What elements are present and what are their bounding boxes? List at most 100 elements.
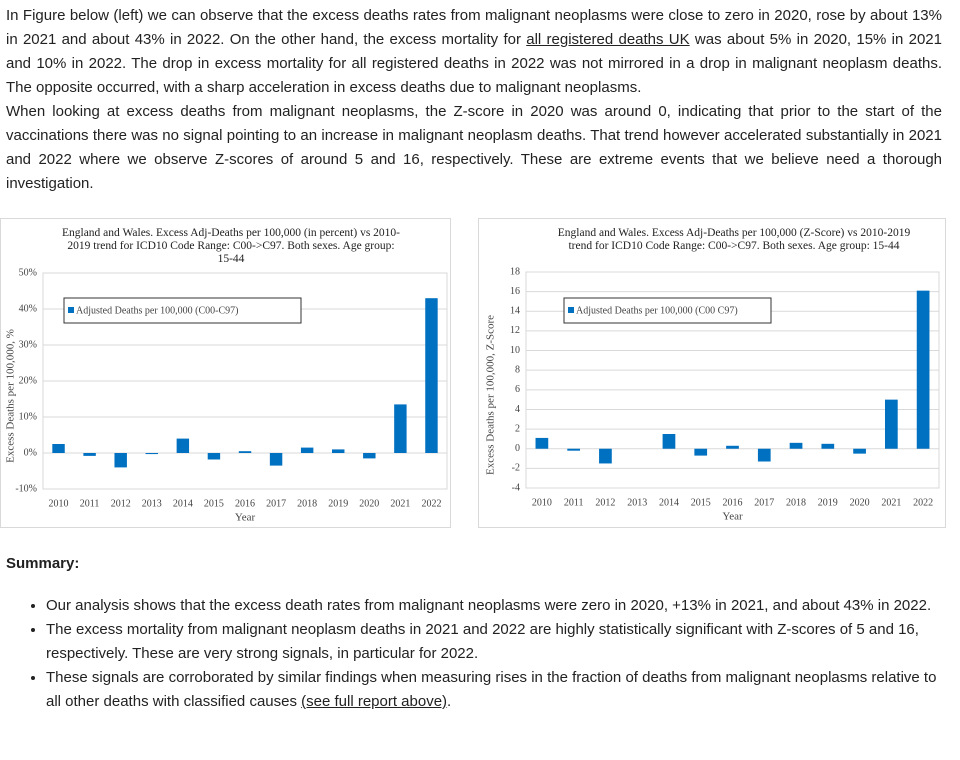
- legend-label: Adjusted Deaths per 100,000 (C00-C97): [76, 305, 238, 316]
- link[interactable]: (see full report above): [301, 693, 448, 710]
- bar: [269, 453, 283, 466]
- x-tick-label: 2021: [881, 497, 901, 508]
- y-tick-label: 50%: [19, 267, 37, 278]
- x-axis-label: Year: [722, 511, 743, 523]
- x-tick-label: 2020: [359, 498, 379, 509]
- bar: [662, 434, 676, 449]
- y-tick-label: 30%: [19, 339, 37, 350]
- y-tick-label: 20%: [19, 375, 37, 386]
- y-tick-label: 40%: [19, 303, 37, 314]
- x-tick-label: 2022: [421, 498, 441, 509]
- x-tick-label: 2013: [627, 497, 647, 508]
- bullet: The excess mortality from malignant neop…: [46, 618, 942, 666]
- bar: [207, 453, 221, 460]
- y-tick-label: -10%: [15, 483, 37, 494]
- legend-label: Adjusted Deaths per 100,000 (C00 C97): [576, 305, 738, 316]
- text: was about 5% in 2020, 15% in 2021 and 10…: [6, 31, 942, 96]
- x-tick-label: 2014: [173, 498, 193, 509]
- link[interactable]: all registered deaths UK: [526, 31, 690, 48]
- plot: -10% 0% 10% 20% 30% 40% 50% 2010 2011 2012 2013 201…: [5, 267, 448, 524]
- x-tick-label: 2012: [595, 497, 615, 508]
- y-tick-label: 14: [510, 306, 520, 317]
- x-tick-label: 2018: [786, 497, 806, 508]
- y-tick-label: 18: [510, 266, 520, 277]
- text: Our analysis shows that the excess death…: [46, 597, 932, 614]
- bar: [300, 447, 314, 453]
- bar: [332, 449, 345, 453]
- x-tick-label: 2012: [111, 498, 131, 509]
- y-tick-label: 10%: [19, 411, 37, 422]
- bar: [884, 399, 898, 449]
- bar: [726, 445, 739, 449]
- bar: [363, 453, 376, 459]
- chart-title: England and Wales. Excess Adj-Deaths per…: [557, 227, 911, 252]
- bullet: These signals are corroborated by simila…: [46, 666, 942, 714]
- text: .: [447, 693, 452, 710]
- x-tick-label: 2016: [235, 498, 255, 509]
- bar: [394, 404, 407, 453]
- bar: [83, 453, 96, 456]
- text: When looking at excess deaths from malig…: [6, 103, 942, 192]
- x-tick-label: 2015: [204, 498, 224, 509]
- y-tick-label: 2: [515, 423, 520, 434]
- bar: [757, 448, 771, 462]
- bar: [52, 444, 65, 453]
- y-tick-label: 10: [510, 345, 520, 356]
- y-tick-label: 12: [510, 325, 520, 336]
- bar: [535, 437, 549, 449]
- x-tick-label: 2020: [850, 497, 870, 508]
- paragraph: In Figure below (left) we can observe th…: [6, 4, 942, 100]
- x-tick-label: 2017: [266, 498, 286, 509]
- x-tick-label: 2015: [691, 497, 711, 508]
- y-axis-label: Excess Deaths per 100,000, %: [5, 329, 17, 463]
- x-tick-label: 2011: [80, 498, 100, 509]
- text: The excess mortality from malignant neop…: [46, 621, 919, 662]
- bullet: Our analysis shows that the excess death…: [46, 594, 942, 618]
- x-tick-label: 2011: [564, 497, 584, 508]
- paragraph: When looking at excess deaths from malig…: [6, 100, 942, 196]
- bar: [599, 448, 612, 464]
- x-tick-label: 2010: [532, 497, 552, 508]
- bar: [145, 453, 158, 455]
- y-tick-label: 0: [515, 443, 520, 454]
- x-tick-label: 2019: [328, 498, 348, 509]
- chart-title: England and Wales. Excess Adj-Deaths per…: [61, 227, 401, 265]
- text: In Figure below (left) we can observe th…: [6, 7, 942, 48]
- legend-swatch: [568, 307, 574, 313]
- chart: England and Wales. Excess Adj-Deaths per…: [0, 218, 451, 528]
- legend-box: [63, 297, 302, 324]
- y-tick-label: 0%: [24, 447, 37, 458]
- bar: [694, 448, 708, 456]
- x-tick-label: 2019: [818, 497, 838, 508]
- text: These signals are corroborated by simila…: [46, 669, 937, 710]
- x-tick-label: 2016: [723, 497, 743, 508]
- y-tick-label: 8: [515, 364, 520, 375]
- x-tick-label: 2021: [390, 498, 410, 509]
- y-tick-label: 16: [510, 286, 520, 297]
- y-tick-label: 6: [515, 384, 520, 395]
- bar: [425, 298, 438, 453]
- x-tick-label: 2018: [297, 498, 317, 509]
- bar: [238, 451, 252, 453]
- bar: [789, 442, 803, 449]
- y-axis-label: Excess Deaths per 100,000, Z-Score: [485, 315, 497, 475]
- summary-heading: Summary:: [6, 555, 80, 572]
- bar: [821, 443, 835, 449]
- bar: [916, 290, 930, 449]
- x-axis-label: Year: [235, 512, 256, 524]
- plot: -4 -2 0 2 4 6 8 10 12 14 16 18 2010 2011 2012 2013 2014 2…: [485, 266, 940, 523]
- x-tick-label: 2022: [913, 497, 933, 508]
- y-tick-label: 4: [515, 404, 520, 415]
- y-tick-label: -4: [512, 482, 520, 493]
- legend-box: [563, 297, 772, 324]
- x-tick-label: 2017: [754, 497, 774, 508]
- x-tick-label: 2010: [49, 498, 69, 509]
- bar: [567, 448, 581, 451]
- summary-list: Our analysis shows that the excess death…: [0, 594, 942, 714]
- bar: [114, 453, 127, 468]
- bar: [853, 448, 866, 454]
- bar: [176, 438, 190, 453]
- chart: England and Wales. Excess Adj-Deaths per…: [478, 218, 946, 528]
- y-tick-label: -2: [512, 463, 520, 474]
